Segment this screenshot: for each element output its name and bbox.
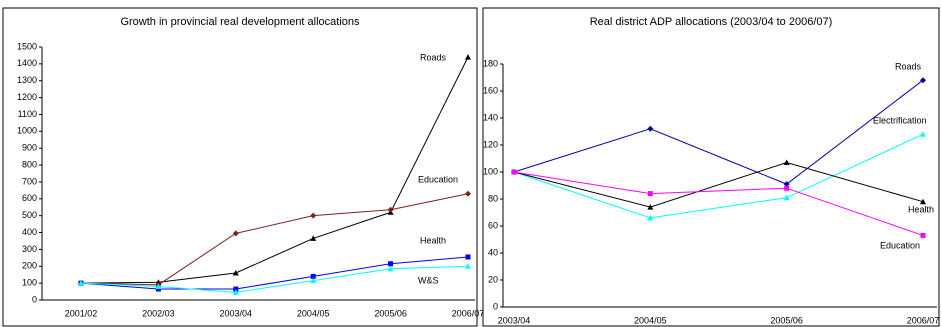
series-label: Education <box>880 240 920 250</box>
y-tick-label: 500 <box>22 210 37 220</box>
y-tick-label: 0 <box>32 294 37 304</box>
marker <box>465 263 471 269</box>
y-tick-label: 0 <box>493 301 498 311</box>
x-tick-label: 2006/07 <box>452 308 485 318</box>
marker <box>387 265 394 272</box>
series-line <box>513 133 924 219</box>
y-tick-label: 1100 <box>18 109 37 119</box>
y-tick-label: 40 <box>488 247 498 257</box>
series-line <box>80 256 469 290</box>
series-line <box>80 193 469 286</box>
marker <box>511 169 517 175</box>
marker <box>310 273 316 279</box>
y-tick-label: 800 <box>22 159 37 169</box>
x-tick-label: 2006/07 <box>907 315 940 325</box>
y-tick-label: 600 <box>22 193 37 203</box>
y-tick-label: 400 <box>22 227 37 237</box>
x-tick-label: 2004/05 <box>634 315 667 325</box>
marker <box>310 235 317 241</box>
x-tick-label: 2005/06 <box>770 315 803 325</box>
marker <box>647 125 654 132</box>
chart-title: Real district ADP allocations (2003/04 t… <box>590 16 833 28</box>
y-tick-label: 900 <box>22 143 37 153</box>
marker <box>783 181 790 188</box>
marker <box>232 270 239 276</box>
marker <box>783 159 790 166</box>
chart-title: Growth in provincial real development al… <box>120 16 360 28</box>
x-tick-label: 2005/06 <box>374 308 407 318</box>
series-label: Health <box>420 235 446 245</box>
chart-frame <box>2 7 478 327</box>
marker <box>155 286 161 292</box>
marker <box>387 206 394 213</box>
chart-frame <box>482 7 940 327</box>
x-tick-label: 2002/03 <box>142 308 175 318</box>
series-line <box>80 56 469 284</box>
x-tick-label: 2003/04 <box>498 315 531 325</box>
y-tick-label: 100 <box>22 278 37 288</box>
y-tick-label: 100 <box>483 166 498 176</box>
series-line <box>513 171 924 236</box>
series-label: Education <box>418 174 458 184</box>
y-tick-label: 1300 <box>17 75 37 85</box>
marker <box>920 232 926 238</box>
series-label: Roads <box>420 52 447 62</box>
marker <box>310 212 317 219</box>
x-tick-label: 2003/04 <box>220 308 253 318</box>
marker <box>647 191 653 197</box>
marker <box>232 289 239 295</box>
series-line <box>513 79 924 185</box>
y-tick-label: 700 <box>22 176 37 186</box>
y-tick-label: 1000 <box>17 126 37 136</box>
series-label: Health <box>908 204 934 214</box>
marker <box>232 230 239 237</box>
series-label: Roads <box>895 61 922 71</box>
series-line <box>80 265 469 293</box>
marker <box>155 283 162 290</box>
marker <box>233 286 239 292</box>
marker <box>310 277 317 284</box>
y-tick-label: 120 <box>483 139 498 149</box>
y-tick-label: 60 <box>488 220 498 230</box>
marker <box>465 54 471 60</box>
series-label: W&S <box>418 275 439 285</box>
y-tick-label: 180 <box>483 58 498 68</box>
y-tick-label: 160 <box>483 85 498 95</box>
marker <box>920 77 926 84</box>
marker <box>784 185 790 191</box>
marker <box>465 254 471 260</box>
y-tick-label: 1500 <box>17 41 37 51</box>
marker <box>783 194 790 201</box>
marker <box>920 198 926 205</box>
y-tick-label: 20 <box>488 274 498 284</box>
y-tick-label: 200 <box>22 261 37 271</box>
marker <box>78 280 84 286</box>
y-tick-label: 140 <box>483 112 498 122</box>
y-tick-label: 1200 <box>17 92 37 102</box>
series-line <box>513 162 924 208</box>
marker <box>465 190 471 197</box>
marker <box>920 131 926 137</box>
marker <box>388 261 394 267</box>
marker <box>647 214 654 221</box>
y-tick-label: 80 <box>488 193 498 203</box>
x-tick-label: 2004/05 <box>297 308 330 318</box>
y-tick-label: 1400 <box>17 58 37 68</box>
x-tick-label: 2001/02 <box>65 308 98 318</box>
y-tick-label: 300 <box>22 244 37 254</box>
marker <box>647 204 654 210</box>
series-label: Electrification <box>873 115 927 125</box>
